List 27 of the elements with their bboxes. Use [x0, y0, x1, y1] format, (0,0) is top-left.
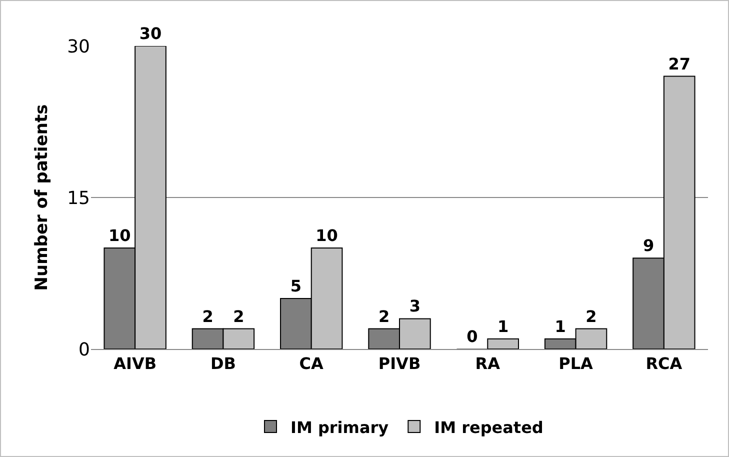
data-label: 0 — [466, 327, 478, 346]
legend-label: IM repeated — [434, 418, 544, 437]
data-label: 5 — [290, 276, 302, 296]
data-label: 2 — [202, 306, 214, 326]
data-label: 27 — [668, 54, 690, 74]
y-tick-label: 30 — [67, 36, 90, 58]
x-tick-label: CA — [299, 354, 324, 374]
data-label: 10 — [108, 226, 131, 245]
x-tick-label: PIVB — [378, 354, 421, 374]
data-label: 2 — [378, 306, 390, 326]
data-label: 2 — [586, 306, 597, 326]
x-tick-label: PLA — [558, 354, 594, 374]
x-tick-label: AIVB — [114, 354, 157, 374]
data-label: 10 — [316, 226, 338, 245]
x-tick-label: DB — [210, 354, 236, 374]
y-tick-label: 15 — [67, 188, 90, 209]
data-label: 3 — [409, 296, 420, 316]
x-tick-label: RA — [475, 354, 501, 374]
legend-label: IM primary — [290, 418, 390, 437]
y-axis-title: Number of patients — [32, 104, 52, 291]
data-label: 2 — [233, 306, 244, 326]
data-label: 1 — [554, 316, 566, 336]
y-tick-label: 0 — [78, 339, 90, 360]
x-tick-label: RCA — [646, 354, 683, 374]
data-label: 1 — [497, 316, 509, 336]
data-label: 9 — [642, 236, 654, 256]
data-label: 30 — [139, 24, 162, 43]
